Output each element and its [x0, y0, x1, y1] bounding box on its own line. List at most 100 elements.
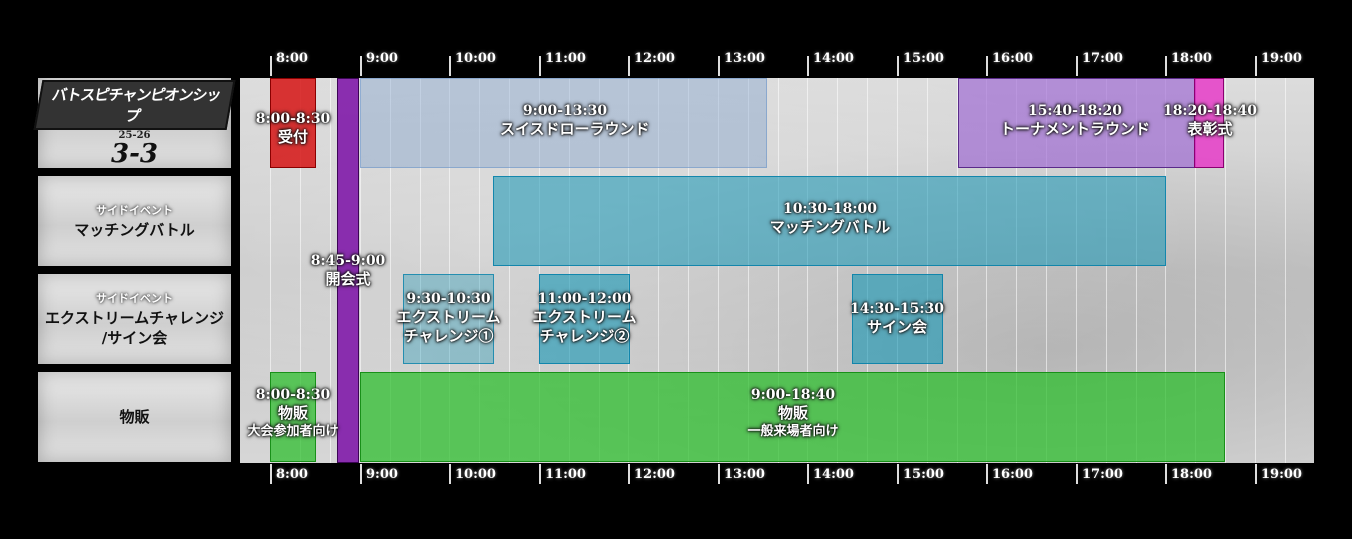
grid-line	[420, 78, 421, 463]
hour-label-bottom: 16:00	[992, 467, 1033, 482]
reception-block[interactable]	[270, 78, 316, 168]
event-name-line2: チャレンジ②	[539, 327, 630, 345]
hour-tick-bottom	[360, 464, 362, 484]
grid-line	[957, 78, 958, 463]
hour-label-bottom: 19:00	[1261, 467, 1302, 482]
row-title: マッチングバトル	[74, 221, 195, 239]
goods-early-block[interactable]	[270, 372, 316, 462]
row-title: 物販	[119, 408, 150, 426]
hour-label-bottom: 10:00	[455, 467, 496, 482]
grid-line	[1106, 78, 1107, 463]
reception-label: 8:00-8:30 受付	[243, 110, 343, 147]
hour-tick-top	[539, 56, 541, 76]
hour-tick-top	[1255, 56, 1257, 76]
goods-early-label: 8:00-8:30 物販 大会参加者向け	[234, 386, 352, 441]
event-time: 8:00-8:30	[255, 111, 331, 127]
event-name: スイスドローラウンド	[500, 120, 650, 138]
grid-line	[509, 78, 510, 463]
grid-line	[1136, 78, 1137, 463]
matching-battle-block[interactable]	[493, 176, 1166, 266]
hour-label-bottom: 18:00	[1171, 467, 1212, 482]
tournament-round-block[interactable]	[958, 78, 1196, 168]
tournament-round-label: 15:40-18:20 トーナメントラウンド	[1000, 102, 1150, 139]
event-name: マッチングバトル	[769, 218, 891, 236]
hour-label-bottom: 14:00	[813, 467, 854, 482]
row-sublabel: サイドイベント	[96, 204, 173, 217]
hour-label-top: 17:00	[1082, 51, 1123, 66]
event-name: エクストリーム	[532, 308, 637, 326]
hour-label-bottom: 8:00	[276, 467, 308, 482]
hour-tick-bottom	[1255, 464, 1257, 484]
logo-year: 25-26	[118, 129, 151, 141]
event-time: 9:30-10:30	[406, 291, 491, 307]
grid-line	[628, 78, 629, 463]
grid-line	[1255, 78, 1256, 463]
hour-tick-top	[628, 56, 630, 76]
championship-logo: バトスピチャンピオンシップ 25-26 3-3	[33, 79, 236, 167]
grid-line	[897, 78, 898, 463]
grid-line	[927, 78, 928, 463]
swiss-round-label: 9:00-13:30 スイスドローラウンド	[500, 102, 650, 139]
event-note: 大会参加者向け	[247, 424, 339, 439]
hour-tick-bottom	[897, 464, 899, 484]
hour-tick-bottom	[270, 464, 272, 484]
hour-tick-top	[807, 56, 809, 76]
grid-line	[1195, 78, 1196, 463]
hour-tick-bottom	[1076, 464, 1078, 484]
grid-line	[1285, 78, 1286, 463]
event-name-line2: チャレンジ①	[403, 327, 494, 345]
goods-general-label: 9:00-18:40 物販 一般来場者向け	[720, 386, 866, 441]
event-name: サイン会	[866, 318, 927, 336]
row-sublabel: サイドイベント	[96, 292, 173, 305]
event-name: 物販	[277, 404, 308, 422]
grid-line	[539, 78, 540, 463]
hour-label-bottom: 9:00	[366, 467, 398, 482]
hour-tick-top	[360, 56, 362, 76]
grid-line	[1016, 78, 1017, 463]
row-label-championship: バトスピチャンピオンシップ 25-26 3-3	[33, 78, 236, 168]
goods-general-block[interactable]	[360, 372, 1225, 462]
grid-line	[569, 78, 570, 463]
grid-line	[748, 78, 749, 463]
grid-line	[688, 78, 689, 463]
hour-tick-bottom	[807, 464, 809, 484]
grid-line	[867, 78, 868, 463]
award-ceremony-block[interactable]	[1194, 78, 1224, 168]
hour-tick-top	[1165, 56, 1167, 76]
hour-label-top: 11:00	[545, 51, 586, 66]
hour-tick-bottom	[718, 464, 720, 484]
swiss-round-block[interactable]	[360, 78, 767, 168]
sign-session-block[interactable]	[852, 274, 943, 364]
event-note: 一般来場者向け	[747, 424, 839, 439]
grid-line	[807, 78, 808, 463]
grid-line	[360, 78, 361, 463]
grid-line	[718, 78, 719, 463]
grid-line	[599, 78, 600, 463]
hour-tick-bottom	[986, 464, 988, 484]
event-name: 表彰式	[1187, 120, 1233, 138]
extreme-challenge-1-block[interactable]	[403, 274, 494, 364]
hour-tick-top	[986, 56, 988, 76]
hour-label-bottom: 12:00	[634, 467, 675, 482]
event-name: 開会式	[325, 270, 371, 288]
event-time: 10:30-18:00	[782, 201, 878, 217]
extreme-challenge-2-block[interactable]	[539, 274, 630, 364]
hour-label-top: 16:00	[992, 51, 1033, 66]
hour-tick-bottom	[628, 464, 630, 484]
row-label-extreme: サイドイベント エクストリームチャレンジ /サイン会	[38, 274, 231, 364]
event-time: 18:20-18:40	[1162, 103, 1258, 119]
grid-line	[1046, 78, 1047, 463]
hour-label-top: 9:00	[366, 51, 398, 66]
event-time: 9:00-13:30	[522, 103, 608, 119]
event-time: 11:00-12:00	[537, 291, 632, 307]
opening-ceremony-block[interactable]	[337, 78, 359, 463]
hour-tick-top	[718, 56, 720, 76]
hour-label-top: 19:00	[1261, 51, 1302, 66]
grid-line	[1225, 78, 1226, 463]
row-title: エクストリームチャレンジ /サイン会	[45, 309, 224, 347]
hour-label-bottom: 11:00	[545, 467, 586, 482]
row-label-matching: サイドイベント マッチングバトル	[38, 176, 231, 266]
hour-label-top: 15:00	[903, 51, 944, 66]
row-label-goods: 物販	[38, 372, 231, 462]
grid-line	[986, 78, 987, 463]
